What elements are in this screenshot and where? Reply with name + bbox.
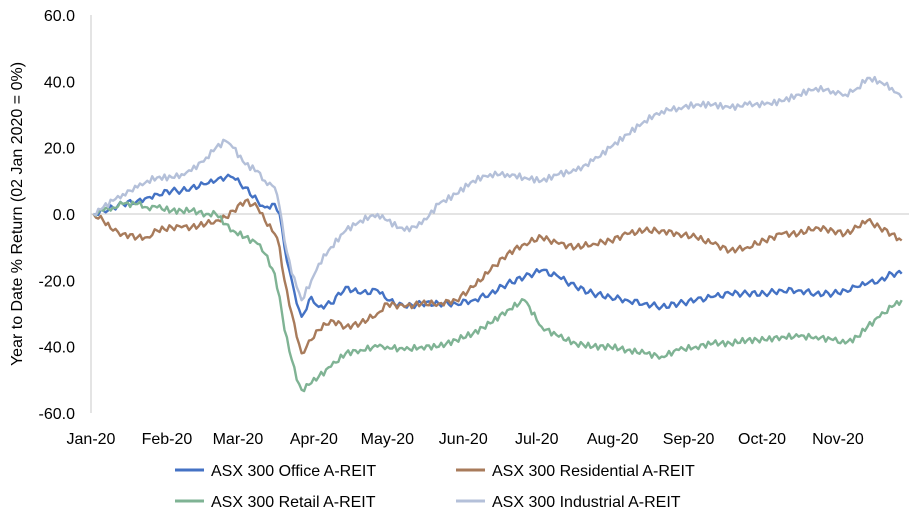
y-tick-labels: 60.0 40.0 20.0 0.0 -20.0 -40.0 -60.0 — [39, 8, 76, 423]
x-tick-label: May-20 — [361, 431, 414, 448]
y-tick-label: -60.0 — [39, 406, 76, 423]
legend-label: ASX 300 Retail A-REIT — [211, 494, 376, 511]
x-tick-label: Feb-20 — [142, 431, 193, 448]
series-line-asx-300-office-a-reit — [93, 173, 903, 318]
legend: ASX 300 Office A-REIT ASX 300 Residential… — [175, 463, 695, 511]
x-tick-labels: Jan-20 Feb-20 Mar-20 Apr-20 May-20 Jun-20 Jul-… — [67, 431, 864, 448]
x-tick-label: Apr-20 — [290, 431, 338, 448]
y-tick-label: 40.0 — [44, 74, 75, 91]
y-tick-label: 60.0 — [44, 8, 75, 25]
legend-label: ASX 300 Industrial A-REIT — [492, 494, 681, 511]
x-tick-label: Sep-20 — [663, 431, 715, 448]
x-tick-label: Oct-20 — [738, 431, 786, 448]
y-axis-title: Year to Date % Return (02 Jan 2020 = 0%) — [9, 62, 26, 366]
legend-label: ASX 300 Office A-REIT — [211, 463, 376, 480]
series-line-asx-300-industrial-a-reit — [92, 75, 903, 302]
series-line-asx-300-residential-a-reit — [92, 198, 903, 355]
x-tick-label: Jan-20 — [67, 431, 116, 448]
plot-area — [90, 15, 909, 413]
series-lines — [92, 75, 903, 393]
x-tick-label: Mar-20 — [213, 431, 264, 448]
y-tick-label: -20.0 — [39, 273, 76, 290]
y-tick-label: 20.0 — [44, 141, 75, 158]
x-tick-label: Aug-20 — [587, 431, 639, 448]
x-tick-label: Jun-20 — [439, 431, 488, 448]
x-tick-label: Nov-20 — [812, 431, 864, 448]
series-line-asx-300-retail-a-reit — [92, 200, 903, 393]
legend-label: ASX 300 Residential A-REIT — [492, 463, 695, 480]
y-tick-label: -40.0 — [39, 340, 76, 357]
y-tick-label: 0.0 — [53, 207, 75, 224]
x-tick-label: Jul-20 — [515, 431, 559, 448]
